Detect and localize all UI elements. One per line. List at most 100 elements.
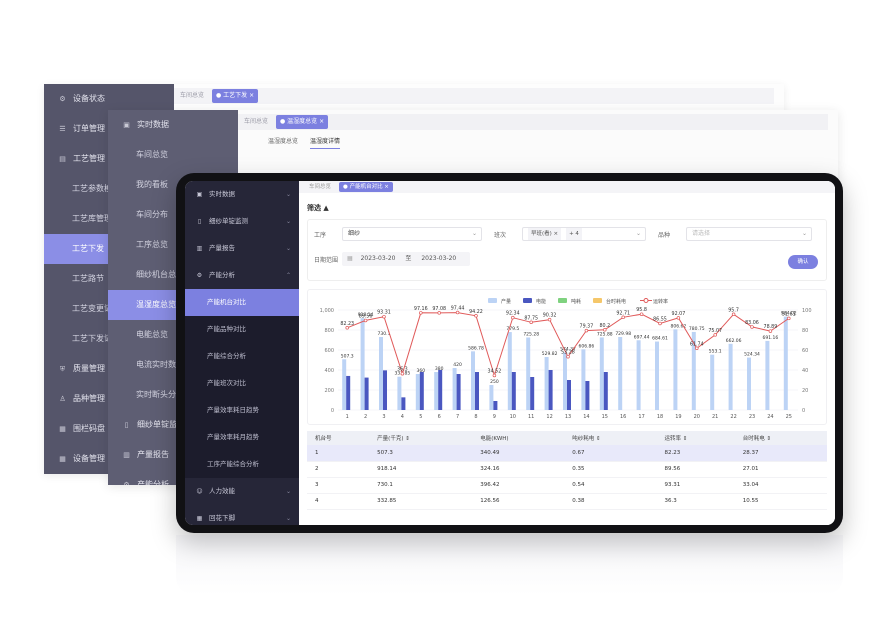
x-tick: 13	[565, 414, 571, 420]
bar-output	[783, 316, 788, 410]
back2-sidebar-item[interactable]: 细纱机台总览	[108, 260, 238, 290]
front-sidebar-item[interactable]: ☺ 人力效能 ⌄	[185, 478, 299, 505]
chart-panel: 产量 电能 吨耗 台时耗电 运转率 0 200 400 600 800 1,000 0 20 40 60 80…	[307, 289, 827, 425]
tab[interactable]: 车间总览	[244, 118, 269, 125]
back1-sidebar-item[interactable]: ⚙ 设备状态	[44, 84, 174, 114]
rate-point	[511, 315, 515, 320]
report-icon: ▥	[196, 245, 203, 252]
front-sidebar-item[interactable]: 产能品种对比	[185, 316, 299, 343]
back1-sidebar-item[interactable]: 工艺下发记录	[44, 324, 174, 354]
back1-sidebar-item[interactable]: ▦ 围栏码盘	[44, 414, 174, 444]
date-range-picker[interactable]: ▦ 2023-03-20 至 2023-03-20	[342, 252, 470, 266]
back1-sidebar-item-label: 工艺下发	[72, 244, 104, 253]
shift-select[interactable]: 早班(看) × + 4 ⌄	[522, 227, 646, 241]
y-tick-right: 60	[802, 348, 808, 354]
bar-output-label: 380	[435, 366, 444, 372]
back2-sidebar-item[interactable]: 电流实时数据	[108, 350, 238, 380]
x-tick: 25	[786, 414, 792, 420]
back1-sidebar-item[interactable]: ♙ 品种管理	[44, 384, 174, 414]
table-cell: 27.01	[734, 461, 827, 478]
table-row[interactable]: 1 507.3 340.49 0.67 82.23 28.37	[307, 445, 827, 462]
bar-power	[493, 401, 498, 410]
back1-sidebar-item[interactable]: ▤ 工艺管理	[44, 144, 174, 174]
table-row[interactable]: 2 918.14 324.16 0.35 89.56 27.01	[307, 461, 827, 478]
column-header[interactable]: 吨纱耗电 ⇕	[564, 431, 657, 445]
front-sidebar-item[interactable]: 产量效率耗日趋势	[185, 397, 299, 424]
table-row[interactable]: 4 332.85 126.56 0.38 36.3 10.55	[307, 493, 827, 510]
front-sidebar-item[interactable]: ⚙ 产能分析 ⌃	[185, 262, 299, 289]
y-tick-left: 0	[331, 408, 334, 414]
back1-sidebar-item-label: 质量管理	[73, 364, 105, 373]
tab[interactable]: ● 工艺下发 ×	[212, 89, 259, 103]
table-row[interactable]: 3 730.1 396.42 0.54 93.31 33.04	[307, 477, 827, 494]
tab[interactable]: 车间总览	[309, 184, 332, 190]
back1-sidebar-item[interactable]: 工艺路节	[44, 264, 174, 294]
y-tick-right: 80	[802, 328, 808, 334]
tab[interactable]: 车间总览	[180, 92, 205, 99]
back2-sidebar-item[interactable]: 车间分布	[108, 200, 238, 230]
rate-point	[566, 354, 570, 359]
table-cell: 93.31	[656, 477, 735, 494]
process-select[interactable]: 细纱 ⌄	[342, 227, 482, 241]
front-sidebar-item[interactable]: ▦ 回花下脚 ⌄	[185, 505, 299, 525]
subtab[interactable]: 温湿度详情	[310, 136, 341, 149]
back1-sidebar-item-label: 设备状态	[73, 94, 105, 103]
front-sidebar-item[interactable]: 产能班次对比	[185, 370, 299, 397]
back2-sidebar-item[interactable]: ▥ 产量报告	[108, 440, 238, 470]
back1-sidebar-item-label: 工艺下发记录	[72, 334, 120, 343]
tab[interactable]: ● 产能机台对比 ×	[339, 182, 393, 192]
chevron-icon: ⌄	[285, 245, 291, 252]
confirm-button[interactable]: 确认	[788, 255, 818, 269]
column-header[interactable]: 电能(KWH)	[472, 431, 565, 445]
back2-sidebar-item-label: 实时数据	[137, 120, 169, 129]
grid-icon: ▦	[196, 515, 203, 522]
rate-point	[474, 314, 478, 318]
front-sidebar-item[interactable]: 产量效率耗月趋势	[185, 424, 299, 451]
column-header[interactable]: 台时耗电 ⇕	[734, 431, 827, 445]
back1-sidebar-item[interactable]: ☰ 订单管理	[44, 114, 174, 144]
subtab[interactable]: 温湿度总览	[268, 138, 299, 145]
back2-sidebar-item[interactable]: 电能总览	[108, 320, 238, 350]
back1-sidebar-item[interactable]: 工艺变更记录	[44, 294, 174, 324]
column-header[interactable]: 机台号	[307, 431, 370, 445]
back1-sidebar-item[interactable]: ▦ 设备管理	[44, 444, 174, 474]
front-sidebar-item[interactable]: 工序产能综合分析	[185, 451, 299, 478]
rate-point	[676, 316, 681, 320]
rate-point	[455, 310, 460, 315]
back1-sidebar-item[interactable]: 工艺参数模板	[44, 174, 174, 204]
shield-icon: ⛨	[59, 365, 66, 373]
back2-sidebar-item[interactable]: 车间总览	[108, 140, 238, 170]
back2-sidebar-item-label: 车间总览	[136, 150, 168, 159]
x-tick: 2	[364, 414, 367, 420]
front-sidebar-item[interactable]: ▥ 产量报告 ⌄	[185, 235, 299, 262]
back1-sidebar-item[interactable]: ⛨ 质量管理	[44, 354, 174, 384]
back2-sidebar-item[interactable]: 实时断头分析	[108, 380, 238, 410]
front-sidebar-item[interactable]: 产能机台对比	[185, 289, 299, 316]
back1-sidebar-item[interactable]: 工艺库管理	[44, 204, 174, 234]
bar-output-label: 697.44	[634, 334, 650, 340]
front-sidebar-item[interactable]: 产能综合分析	[185, 343, 299, 370]
column-header[interactable]: 运转率 ⇕	[656, 431, 735, 445]
back2-sidebar-item[interactable]: 我的看板	[108, 170, 238, 200]
chevron-icon: ⌄	[285, 515, 291, 522]
tab[interactable]: ● 温湿度总览 ×	[276, 115, 329, 129]
back2-sidebar-item[interactable]: ⚙ 产能分析	[108, 470, 238, 485]
bar-output	[655, 341, 659, 410]
filter-title[interactable]: 筛选 ▲	[307, 204, 329, 212]
column-header[interactable]: 产量(千克) ⇕	[369, 431, 473, 445]
bar-output	[563, 352, 567, 410]
back2-sidebar-item[interactable]: ▣ 实时数据	[108, 110, 238, 140]
x-tick: 23	[749, 414, 755, 420]
variety-select[interactable]: 请选择 ⌄	[686, 227, 812, 241]
front-sidebar-item[interactable]: ▣ 实时数据 ⌄	[185, 181, 299, 208]
table-cell: 918.14	[369, 461, 473, 478]
rate-label: 53.28	[561, 350, 575, 356]
chevron-icon: ⌄	[285, 488, 291, 495]
front-sidebar-item[interactable]: ▯ 细纱单锭监测 ⌄	[185, 208, 299, 235]
shift-chip[interactable]: 早班(看) ×	[528, 228, 562, 240]
back2-sidebar-item[interactable]: ▯ 细纱单锭监测	[108, 410, 238, 440]
chevron-down-icon: ⌄	[801, 230, 807, 237]
rate-label: 95.7	[728, 307, 739, 313]
back2-sidebar-item[interactable]: 工序总览	[108, 230, 238, 260]
front-sidebar-item-label: 产能机台对比	[207, 298, 246, 306]
